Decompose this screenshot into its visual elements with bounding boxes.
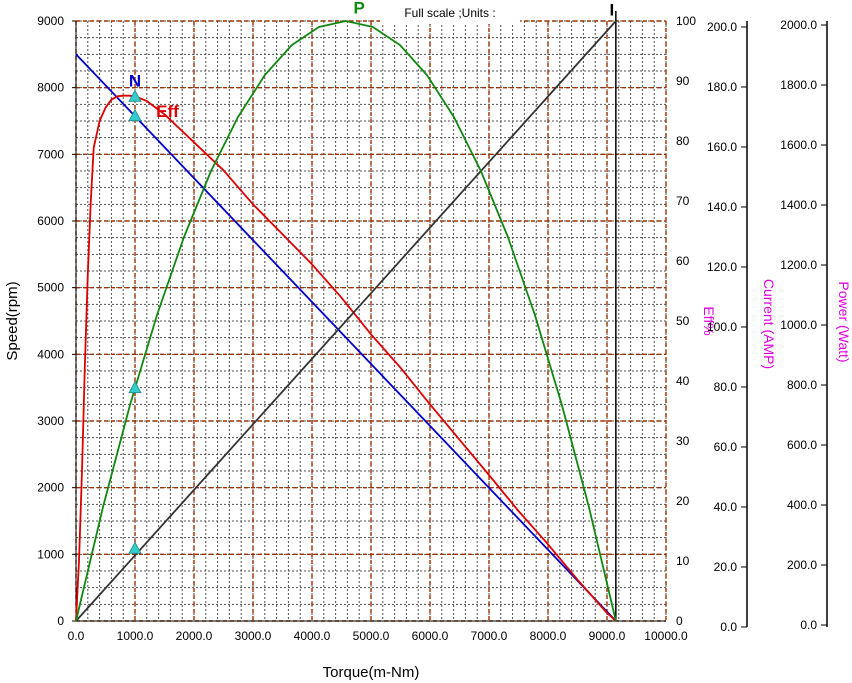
current-tick-label: 200.0 (707, 20, 737, 34)
torque-tick-label: 2000.0 (176, 629, 213, 643)
eff-tick-label: 0 (676, 614, 683, 628)
major-grid (75, 20, 667, 622)
operating-point-marker-i (128, 541, 142, 554)
power-tick-label: 200.0 (787, 558, 817, 572)
current-tick-label: 100.0 (707, 320, 737, 334)
current-tick-label: 140.0 (707, 200, 737, 214)
current-tick-label: 80.0 (714, 380, 738, 394)
curve-label-eff: Eff (156, 102, 179, 121)
speed-tick-label: 6000 (37, 214, 64, 228)
power-tick-label: 1000.0 (780, 318, 817, 332)
current-tick-label: 180.0 (707, 80, 737, 94)
speed-tick-label: 1000 (37, 547, 64, 561)
eff-tick-label: 60 (676, 254, 690, 268)
speed-tick-label: 0 (57, 614, 64, 628)
torque-tick-label: 6000.0 (412, 629, 449, 643)
curve-label-p: P (354, 0, 365, 18)
speed-tick-label: 7000 (37, 147, 64, 161)
torque-tick-label: 0.0 (68, 629, 85, 643)
x-axis-title: Torque(m-Nm) (323, 664, 420, 681)
eff-tick-label: 70 (676, 194, 690, 208)
torque-tick-label: 4000.0 (294, 629, 331, 643)
scale-units-label: Full scale ;Units : (380, 2, 520, 24)
eff-axis-title: Eff% (701, 306, 717, 335)
torque-tick-label: 8000.0 (530, 629, 567, 643)
speed-tick-label: 8000 (37, 81, 64, 95)
speed-tick-label: 3000 (37, 414, 64, 428)
operating-point-marker-p (128, 380, 142, 394)
eff-tick-label: 80 (676, 134, 690, 148)
eff-tick-label: 30 (676, 434, 690, 448)
current-tick-label: 60.0 (714, 440, 738, 454)
current-tick-label: 120.0 (707, 260, 737, 274)
operating-point-marker-eff (128, 89, 142, 102)
power-tick-label: 600.0 (787, 438, 817, 452)
speed-tick-label: 2000 (37, 481, 64, 495)
power-tick-label: 1800.0 (780, 78, 817, 92)
power-tick-label: 0.0 (800, 618, 817, 632)
torque-tick-label: 1000.0 (117, 629, 154, 643)
current-tick-label: 160.0 (707, 140, 737, 154)
power-tick-label: 1400.0 (780, 198, 817, 212)
speed-tick-label: 5000 (37, 281, 64, 295)
torque-tick-label: 10000.0 (644, 629, 688, 643)
power-tick-label: 400.0 (787, 498, 817, 512)
current-tick-label: 40.0 (714, 500, 738, 514)
current-tick-label: 0.0 (720, 620, 737, 634)
torque-tick-label: 5000.0 (353, 629, 390, 643)
eff-tick-label: 10 (676, 554, 690, 568)
series-line-p (75, 20, 617, 622)
curve-label-n: N (129, 71, 141, 90)
speed-tick-label: 9000 (37, 14, 64, 28)
curve-label-i: I (609, 1, 614, 20)
eff-tick-label: 90 (676, 74, 690, 88)
eff-tick-label: 50 (676, 314, 690, 328)
operating-point-marker-n (128, 108, 142, 122)
torque-tick-label: 9000.0 (589, 629, 626, 643)
power-tick-label: 1200.0 (780, 258, 817, 272)
power-axis-title: Power (Watt) (836, 281, 852, 362)
eff-tick-label: 100 (676, 14, 696, 28)
series-line-n (75, 53, 617, 622)
eff-tick-label: 20 (676, 494, 690, 508)
torque-tick-label: 7000.0 (471, 629, 508, 643)
series-line-i (75, 20, 617, 622)
series-line-eff (75, 94, 617, 622)
current-axis-title: Current (AMP) (761, 279, 777, 369)
power-tick-label: 2000.0 (780, 18, 817, 32)
torque-tick-label: 3000.0 (235, 629, 272, 643)
speed-tick-label: 4000 (37, 347, 64, 361)
power-tick-label: 800.0 (787, 378, 817, 392)
speed-axis-title: Speed(rpm) (4, 281, 21, 360)
power-tick-label: 1600.0 (780, 138, 817, 152)
eff-tick-label: 40 (676, 374, 690, 388)
current-tick-label: 20.0 (714, 560, 738, 574)
